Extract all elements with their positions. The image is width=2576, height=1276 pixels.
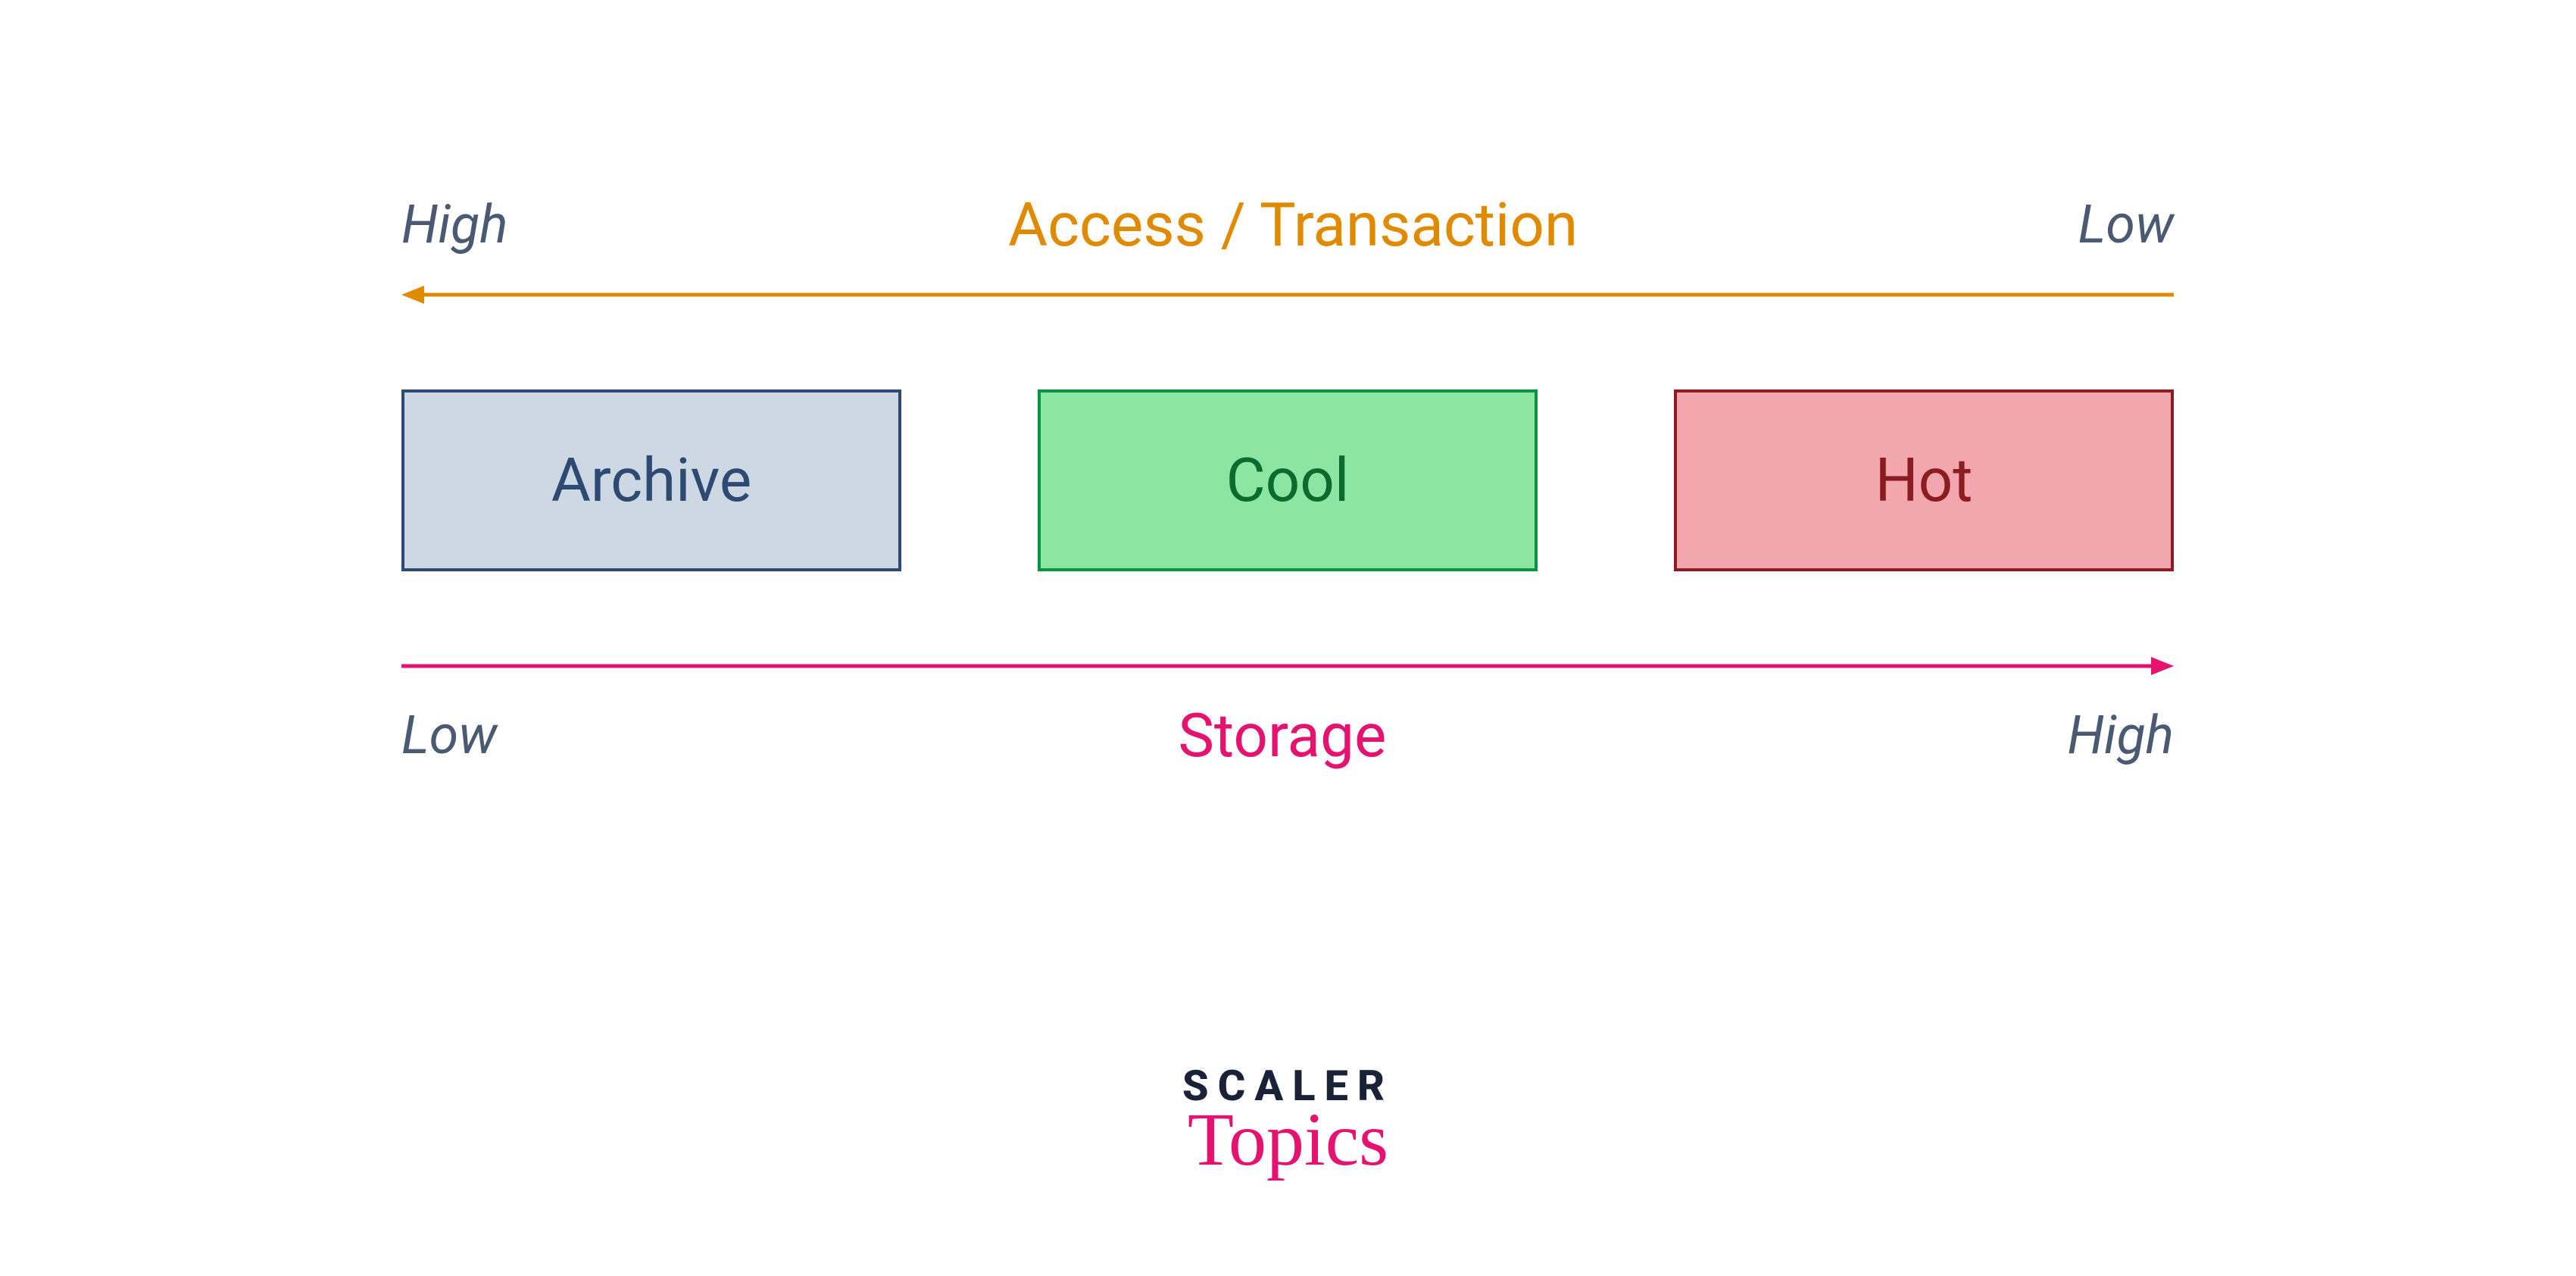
tier-hot: Hot: [1674, 389, 2174, 571]
tier-cool: Cool: [1038, 389, 1538, 571]
bottom-axis-title: Storage: [1178, 700, 1386, 771]
top-arrow: [401, 283, 2174, 306]
bottom-left-label: Low: [401, 705, 497, 767]
top-axis-labels: High Access / Transaction Low: [401, 189, 2174, 261]
bottom-right-label: High: [2068, 705, 2174, 767]
bottom-axis-labels: Low Storage High: [401, 700, 2174, 771]
logo: SCALER Topics: [1182, 1061, 1394, 1183]
tier-archive: Archive: [401, 389, 901, 571]
logo-sub-text: Topics: [1182, 1096, 1394, 1183]
top-right-label: Low: [2078, 194, 2174, 256]
top-left-label: High: [401, 194, 507, 256]
tier-row: Archive Cool Hot: [401, 389, 2174, 571]
bottom-arrow: [401, 655, 2174, 677]
diagram-container: High Access / Transaction Low Archive Coo…: [401, 189, 2174, 771]
top-axis-title: Access / Transaction: [1008, 189, 1578, 261]
